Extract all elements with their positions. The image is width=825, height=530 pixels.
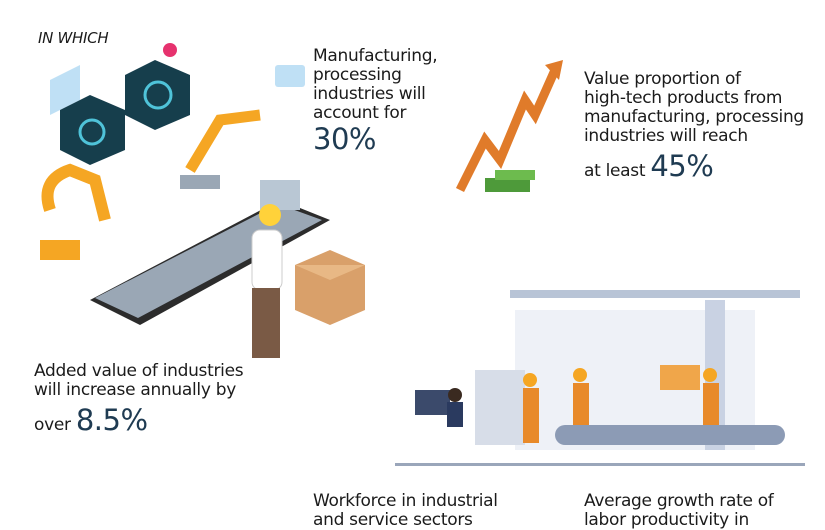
line: account for: [313, 103, 407, 123]
line: industries will reach: [584, 126, 748, 146]
line: labor productivity in: [584, 510, 749, 530]
line: manufacturing, processing: [584, 107, 804, 127]
item-2-text: Value proportion of high-tech products f…: [584, 69, 804, 183]
item-3-value: 8.5%: [75, 403, 148, 437]
line: Value proportion of: [584, 69, 741, 89]
line: industries will: [313, 84, 426, 104]
workers-factory-illustration: [395, 290, 805, 466]
line: Average growth rate of: [584, 491, 774, 511]
item-3-text: Added value of industries will increase …: [34, 361, 244, 437]
line: processing: [313, 65, 402, 85]
line: high-tech products from: [584, 88, 783, 108]
item-1-value: 30%: [313, 122, 376, 156]
item-3-prefix: over: [34, 415, 71, 435]
item-1-text: Manufacturing, processing industries wil…: [313, 46, 438, 156]
line: and service sectors: [313, 510, 473, 530]
growth-arrow-illustration: [455, 60, 563, 193]
factory-illustration: [40, 43, 365, 358]
line: will increase annually by: [34, 380, 236, 400]
item-4-text: Workforce in industrial and service sect…: [313, 492, 498, 530]
line: Workforce in industrial: [313, 491, 498, 511]
line: Manufacturing,: [313, 46, 438, 66]
item-2-prefix: at least: [584, 161, 646, 181]
heading: IN WHICH: [38, 29, 109, 47]
item-5-text: Average growth rate of labor productivit…: [584, 492, 774, 530]
line: Added value of industries: [34, 361, 244, 381]
item-2-value: 45%: [650, 149, 714, 183]
